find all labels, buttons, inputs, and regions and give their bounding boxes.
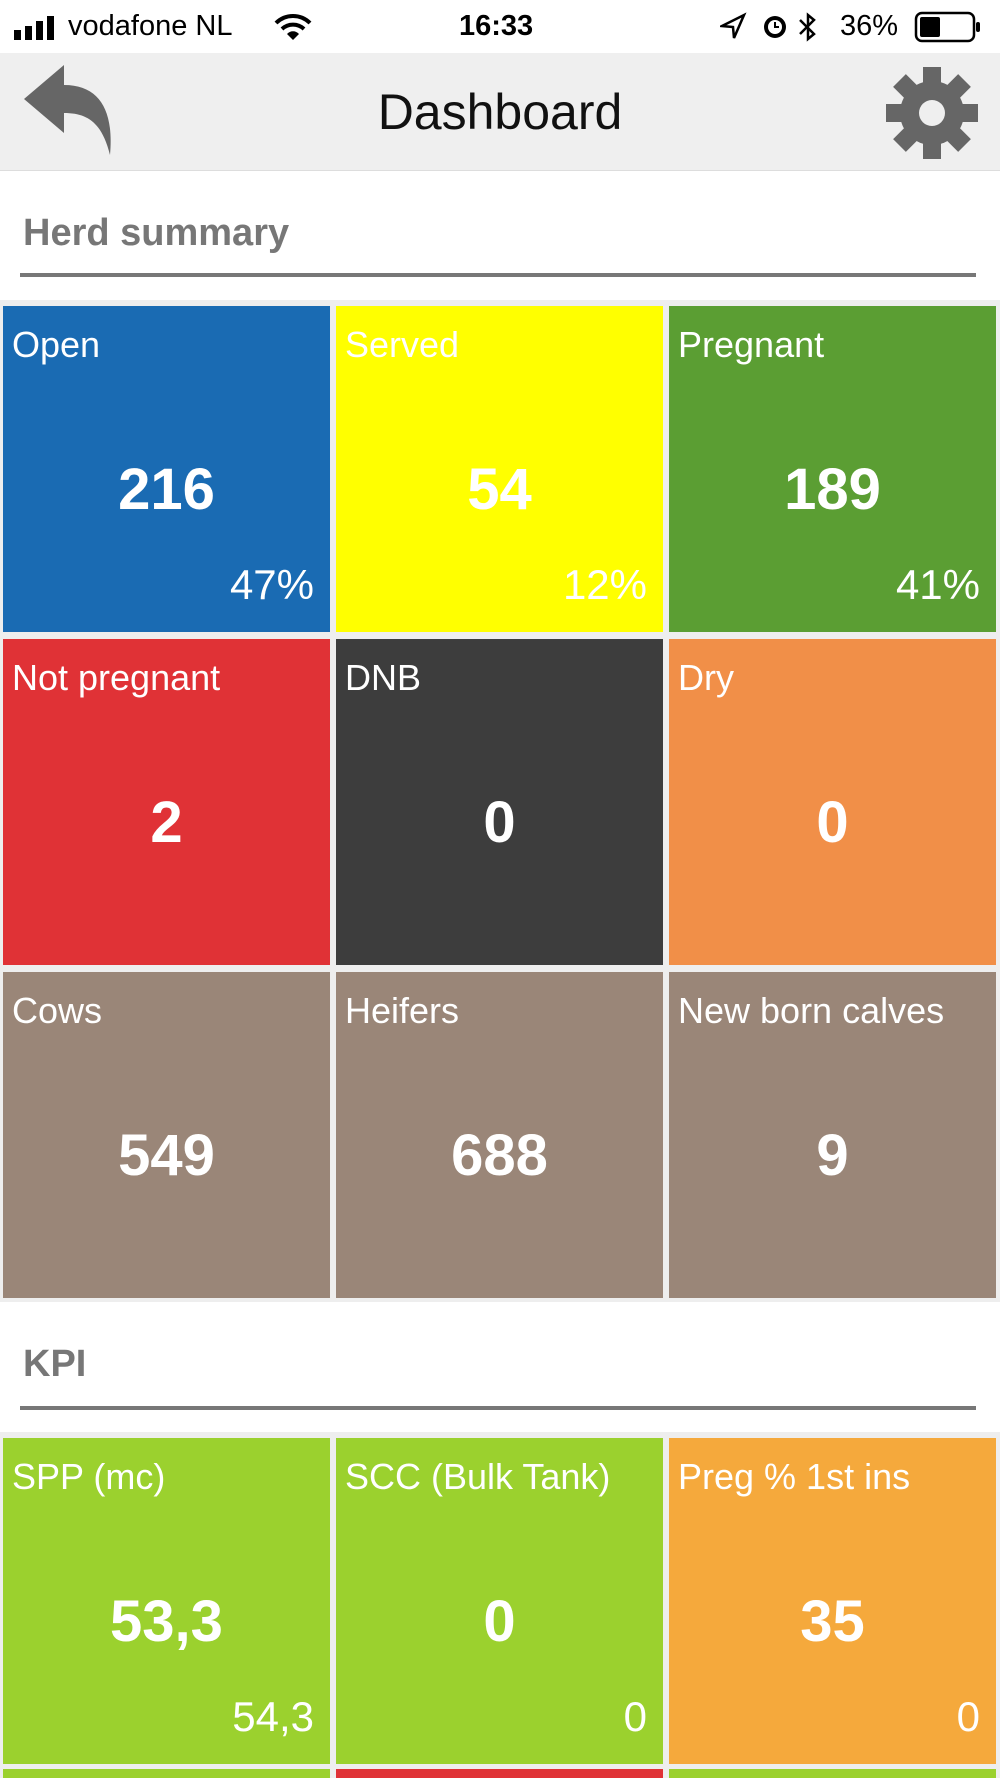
tile-label: Heifers — [345, 990, 460, 1031]
tile-value: 35 — [800, 1589, 865, 1654]
tile[interactable]: SPP (mc) 53,3 54,3 — [3, 1438, 330, 1764]
battery-percent: 36% — [840, 10, 899, 42]
tile-label: Preg % 1st ins — [678, 1456, 911, 1497]
tile-subvalue: 0 — [956, 1693, 980, 1740]
tile-subvalue: 41% — [895, 561, 980, 608]
status-icons — [720, 12, 816, 42]
tile-value: 0 — [483, 790, 516, 855]
tile-label: SPP (mc) — [12, 1456, 166, 1497]
tile-label: Pregnant — [678, 324, 825, 365]
tile-label: Open — [12, 324, 101, 365]
tile-value: 0 — [483, 1589, 516, 1654]
tile-grid: SPP (mc) 53,3 54,3 SCC (Bulk Tank) 0 0 Preg % … — [0, 1432, 1000, 1768]
tile-label: Not pregnant — [12, 657, 221, 698]
tile[interactable]: New born calves 9 — [669, 972, 996, 1298]
section-title: Herd summary — [23, 212, 290, 254]
clock: 16:33 — [459, 10, 534, 42]
tile-value: 549 — [118, 1123, 215, 1188]
tile-value: 53,3 — [110, 1589, 223, 1654]
tile-label: Served — [345, 324, 460, 365]
wifi-icon — [274, 13, 312, 40]
tile-value: 688 — [451, 1123, 548, 1188]
tile-subvalue: 0 — [623, 1693, 647, 1740]
tile[interactable]: Cows 549 — [3, 972, 330, 1298]
tile[interactable]: Heifers 688 — [336, 972, 663, 1298]
tile-label: Dry — [678, 657, 734, 698]
tile-value: 0 — [816, 790, 849, 855]
tile-subvalue: 47% — [229, 561, 314, 608]
battery-icon — [914, 11, 980, 43]
tile-label: New born calves — [678, 990, 945, 1031]
section-divider — [20, 1406, 976, 1410]
tile[interactable]: Open 216 47% — [3, 306, 330, 632]
tile-value: 9 — [816, 1123, 849, 1188]
nav-bar: Dashboard — [0, 53, 1000, 171]
tile-subvalue: 54,3 — [232, 1693, 314, 1740]
status-bar: vodafone NL 16:33 36% — [0, 0, 1000, 53]
section-divider — [20, 273, 976, 277]
tile-subvalue: 12% — [562, 561, 647, 608]
page-title: Dashboard — [377, 84, 623, 140]
tile-label: DNB — [345, 657, 422, 698]
tile-grid: Open 216 47% Served 54 12% Pregnant 189 41% Not p… — [0, 300, 1000, 1302]
tile[interactable]: Dry 0 — [669, 639, 996, 965]
tile[interactable]: Preg % 1st ins 35 0 — [669, 1438, 996, 1764]
next-row-peek — [0, 1764, 1000, 1778]
tile[interactable]: DNB 0 — [336, 639, 663, 965]
settings-button[interactable] — [884, 65, 980, 161]
tile[interactable]: Served 54 12% — [336, 306, 663, 632]
tile-label: SCC (Bulk Tank) — [345, 1456, 611, 1497]
tile-value: 189 — [784, 457, 881, 522]
tile-value: 2 — [150, 790, 183, 855]
section-title: KPI — [23, 1343, 87, 1385]
tile[interactable]: SCC (Bulk Tank) 0 0 — [336, 1438, 663, 1764]
tile-value: 216 — [118, 457, 215, 522]
tile[interactable]: Pregnant 189 41% — [669, 306, 996, 632]
tile-label: Cows — [12, 990, 103, 1031]
tile-value: 54 — [467, 457, 532, 522]
back-button[interactable] — [22, 63, 114, 159]
carrier: vodafone NL — [68, 10, 233, 42]
signal-icon — [14, 16, 54, 40]
tile[interactable]: Not pregnant 2 — [3, 639, 330, 965]
